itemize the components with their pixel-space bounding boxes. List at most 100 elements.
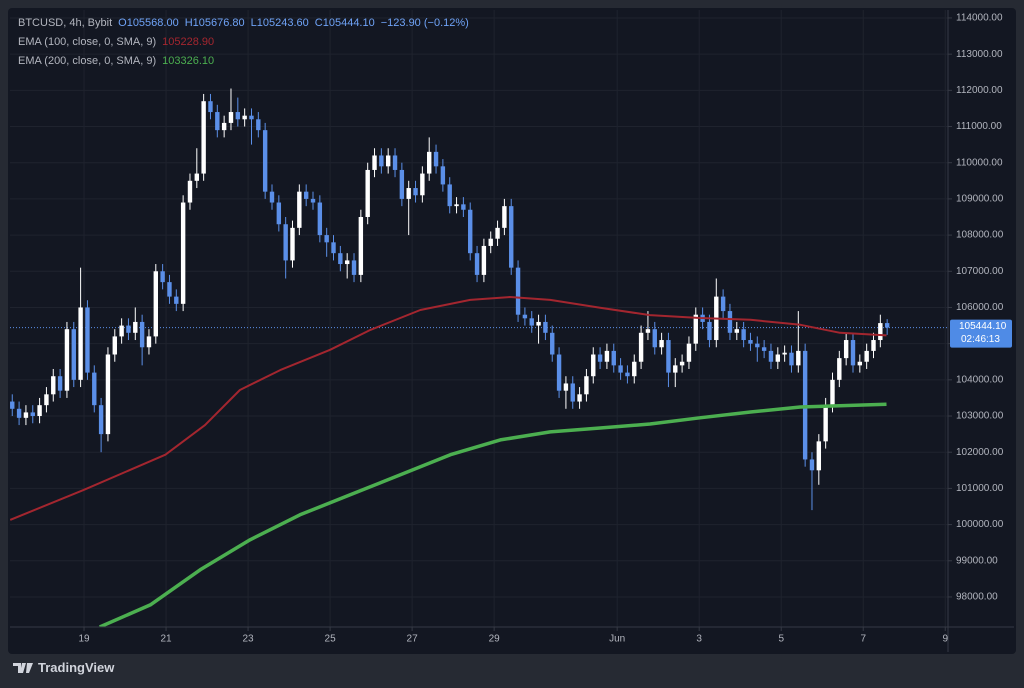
y-tick-label: 109000.00 (956, 194, 1004, 205)
candle-body (338, 253, 343, 265)
candle-body (16, 408, 22, 418)
candle-body (98, 405, 104, 435)
candle-body (201, 101, 206, 174)
candle-body (153, 271, 158, 337)
candle-body (734, 329, 739, 333)
x-tick-label: 5 (778, 634, 784, 645)
y-tick-label: 107000.00 (956, 266, 1004, 277)
candle-body (481, 245, 487, 275)
candle-body (529, 318, 534, 326)
candle-body (775, 354, 781, 362)
candle-body (645, 329, 651, 333)
logo (13, 662, 33, 673)
x-tick-label: Jun (609, 634, 625, 645)
candle-body (755, 343, 760, 348)
candle-body (447, 184, 452, 207)
candle-body (652, 329, 657, 348)
y-tick-label: 114000.00 (956, 13, 1003, 24)
candle-body (290, 227, 295, 261)
candle-body (372, 155, 377, 170)
candle-body (461, 204, 466, 210)
candle-body (133, 321, 138, 333)
price-label: 105444.10 (959, 321, 1007, 332)
candle-body (433, 151, 439, 167)
candle-body (584, 376, 589, 395)
chart-panel (8, 8, 1016, 654)
candle-body (215, 112, 220, 131)
countdown: 02:46:13 (961, 334, 1000, 345)
candle-body (139, 321, 145, 348)
candle-body (427, 151, 432, 174)
indicator-row: EMA (200, close, 0, SMA, 9) 103326.10 (18, 52, 475, 71)
ema-line (98, 402, 887, 627)
candle-body (515, 267, 521, 315)
indicator-name: EMA (200, close, 0, SMA, 9) (18, 55, 157, 67)
candle-body (235, 112, 241, 120)
candle-body (119, 325, 124, 337)
candle-body (871, 340, 876, 351)
y-tick-label: 104000.00 (956, 374, 1004, 385)
candle-body (495, 227, 500, 239)
chart: 98000.00 99000.00 100000.00 101000.00 102000… (8, 8, 1016, 654)
candle-body (112, 336, 117, 355)
candle-body (78, 307, 83, 380)
candle-body (167, 282, 172, 297)
candle-body (857, 361, 863, 366)
candle-body (358, 216, 364, 275)
candle-body (351, 260, 357, 275)
symbol: BTCUSD, 4h, Bybit (18, 17, 113, 29)
y-tick-label: 108000.00 (956, 230, 1004, 241)
candle-body (720, 296, 726, 312)
y-tick-label: 111000.00 (956, 121, 1002, 132)
x-tick-label: 9 (942, 634, 948, 645)
x-tick-label: 7 (860, 634, 866, 645)
candle-body (878, 323, 883, 341)
y-tick-label: 112000.00 (956, 85, 1003, 96)
candle-body (283, 224, 288, 261)
footer: TradingView (12, 660, 114, 675)
candle-body (303, 191, 309, 199)
candle-body (843, 340, 849, 359)
candle-body (768, 350, 774, 362)
candle-body (727, 311, 733, 333)
x-tick-label: 21 (160, 634, 172, 645)
candle-body (632, 361, 637, 377)
plot-area (10, 88, 890, 627)
candle-body (105, 354, 111, 435)
y-tick-label: 99000.00 (956, 555, 998, 566)
candle-body (262, 130, 268, 192)
candle-body (269, 191, 275, 203)
candle-body (570, 383, 575, 402)
candle-body (597, 354, 603, 362)
brand: TradingView (38, 660, 115, 675)
y-tick-label: 103000.00 (956, 411, 1004, 422)
candle-body (550, 332, 555, 355)
candle-body (509, 206, 514, 268)
candle-body (884, 323, 890, 328)
y-tick-label: 113000.00 (956, 49, 1003, 60)
candle-body (809, 459, 815, 471)
candle-body (406, 188, 411, 199)
symbol-header: BTCUSD, 4h, Bybit O105568.00 H105676.80 L10… (18, 14, 475, 33)
legend: BTCUSD, 4h, Bybit O105568.00 H105676.80 L10… (18, 14, 475, 71)
candle-body (830, 379, 835, 406)
y-tick-label: 106000.00 (956, 302, 1004, 313)
candle-body (823, 405, 828, 442)
ohlc-value: −123.90 (−0.12%) (380, 17, 469, 29)
candle-body (748, 340, 753, 344)
candle-body (23, 412, 29, 418)
price-label-box (950, 319, 1012, 348)
candle-body (488, 238, 493, 246)
candle-body (392, 155, 398, 170)
candle-body (693, 314, 698, 344)
candle-body (331, 242, 336, 254)
x-tick-label: 27 (407, 634, 419, 645)
candle-body (707, 321, 712, 341)
candle-body (85, 307, 90, 373)
candle-body (413, 188, 418, 196)
candle-body (64, 329, 70, 391)
candle-body (51, 376, 56, 395)
indicator-name: EMA (100, close, 0, SMA, 9) (18, 36, 157, 48)
candle-body (468, 209, 473, 254)
